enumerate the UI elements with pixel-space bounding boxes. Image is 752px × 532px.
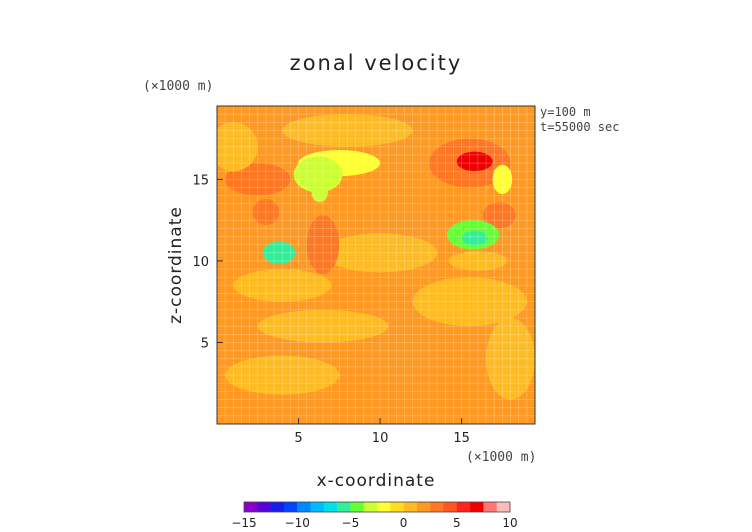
- x-axis-label: x-coordinate: [317, 471, 436, 491]
- colorbar-swatch: [283, 502, 298, 512]
- colorbar-swatch: [377, 502, 391, 512]
- colorbar-swatch: [363, 502, 378, 512]
- heatmap-blob: [262, 241, 296, 265]
- heatmap-blob: [252, 198, 279, 226]
- heatmap-blob: [342, 198, 363, 219]
- colorbar-swatch: [483, 502, 497, 512]
- colorbar-swatch: [470, 502, 484, 512]
- heatmap-blob: [492, 164, 513, 195]
- x-unit-label: (×1000 m): [466, 450, 536, 465]
- heatmap-blob: [486, 318, 535, 400]
- annotation-time: t=55000 sec: [540, 120, 619, 134]
- plot-area: 5 10 15 5 10 15: [192, 105, 536, 446]
- heatmap-blob: [306, 215, 340, 274]
- x-tick-label: 10: [372, 431, 389, 446]
- colorbar-swatch: [323, 502, 338, 512]
- colorbar-swatch: [337, 502, 351, 512]
- heatmap-blob: [225, 163, 291, 196]
- y-tick-label: 5: [201, 336, 209, 351]
- colorbar-swatch: [270, 502, 285, 512]
- colorbar-swatch: [244, 502, 258, 512]
- colorbar-tick-label: 5: [453, 516, 461, 530]
- heatmap-blob: [461, 230, 488, 246]
- y-tick-label: 15: [192, 173, 209, 188]
- plot-grid: [217, 106, 535, 424]
- heatmap-blob: [448, 251, 508, 271]
- heatmap-blob: [225, 355, 340, 395]
- colorbar-swatch: [430, 502, 444, 512]
- colorbar-tick-label: 0: [400, 516, 408, 530]
- colorbar-tick-label: −5: [342, 516, 360, 530]
- y-tick-label: 10: [192, 255, 209, 270]
- colorbar-swatch: [350, 502, 364, 512]
- colorbar: −15 −10 −5 0 5 10: [231, 501, 518, 530]
- x-tick-label: 15: [453, 431, 470, 446]
- x-tick-label: 5: [294, 431, 302, 446]
- heatmap-blob: [456, 151, 493, 172]
- colorbar-frame: [243, 501, 511, 513]
- heatmap-blob: [282, 114, 413, 147]
- heatmap-blob: [293, 156, 343, 193]
- colorbar-swatch: [416, 502, 431, 512]
- colorbar-swatch: [443, 502, 457, 512]
- colorbar-tick-label: −15: [231, 516, 256, 530]
- y-unit-label: (×1000 m): [143, 79, 213, 94]
- colorbar-swatch: [310, 502, 324, 512]
- chart-title: zonal velocity: [290, 51, 463, 75]
- colorbar-tick-label: 10: [502, 516, 517, 530]
- heatmap-blob: [257, 309, 389, 343]
- heatmap-blob: [412, 277, 527, 327]
- heatmap-blob: [311, 182, 328, 203]
- y-axis-ticks: 5 10 15: [192, 173, 223, 351]
- colorbar-swatch: [496, 502, 511, 512]
- colorbar-tick-label: −10: [285, 516, 310, 530]
- heatmap-blob: [482, 202, 516, 229]
- heatmap-field: [217, 106, 535, 424]
- heatmap-blob: [233, 269, 332, 302]
- colorbar-swatch: [390, 502, 404, 512]
- heatmap-blob: [323, 233, 438, 273]
- x-axis-ticks: 5 10 15: [294, 418, 470, 446]
- annotation-y-level: y=100 m: [540, 105, 591, 119]
- colorbar-swatch: [456, 502, 471, 512]
- colorbar-swatch: [257, 502, 271, 512]
- plot-frame: [216, 105, 536, 425]
- colorbar-swatch: [297, 502, 311, 512]
- colorbar-swatch: [403, 502, 418, 512]
- y-axis-label: z-coordinate: [166, 206, 186, 324]
- heatmap-blob: [217, 122, 258, 172]
